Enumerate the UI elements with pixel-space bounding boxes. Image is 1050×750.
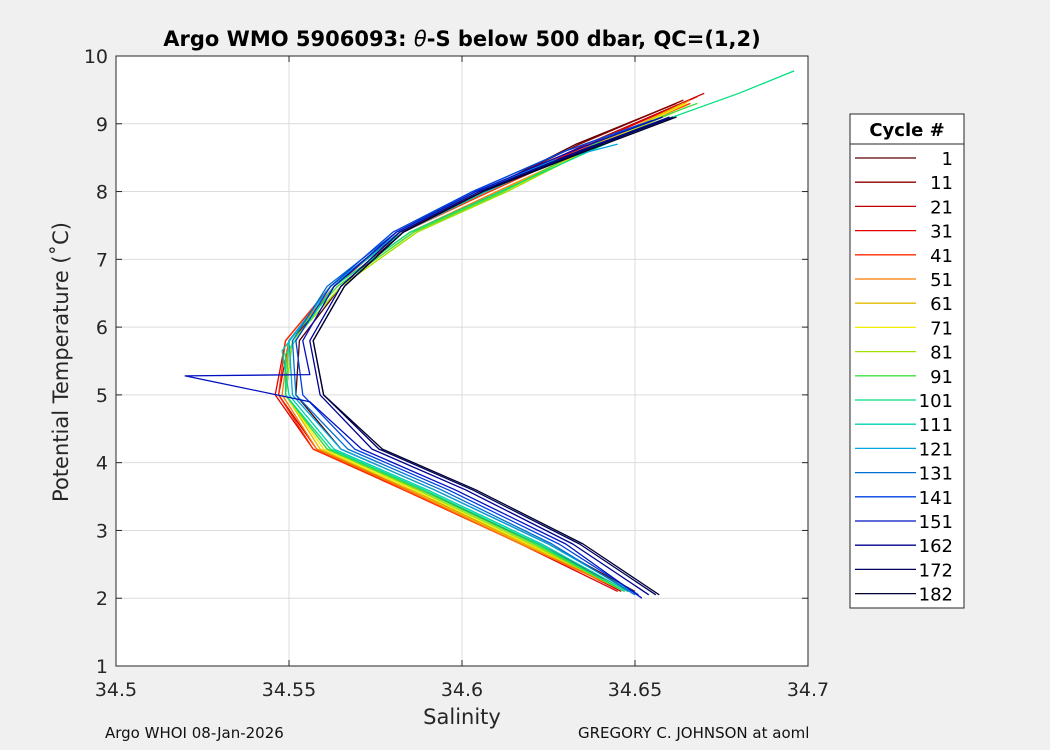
x-axis-label: Salinity [423, 705, 501, 729]
legend-label: 172 [919, 560, 953, 581]
legend-label: 81 [930, 343, 953, 364]
x-tick-label: 34.5 [95, 679, 137, 701]
y-tick-label: 9 [96, 114, 108, 136]
y-tick-label: 10 [84, 46, 108, 68]
x-tick-label: 34.65 [608, 679, 662, 701]
legend-label: 101 [919, 391, 953, 412]
y-tick-label: 6 [96, 317, 108, 339]
series-line-cycle-162 [309, 116, 670, 596]
legend-label: 141 [919, 488, 953, 509]
y-tick-label: 5 [96, 385, 108, 407]
y-tick-label: 8 [96, 182, 108, 204]
series-line-cycle-151 [184, 116, 663, 599]
x-tick-label: 34.6 [441, 679, 483, 701]
tick-labels: 34.5 34.55 34.6 34.65 34.7 1 2 3 4 5 6 7 8 9 10 [84, 46, 829, 701]
series-line-cycle-141 [295, 119, 653, 596]
y-tick-label: 3 [96, 520, 108, 542]
legend-label: 162 [919, 536, 953, 557]
chart-title-theta: θ [414, 27, 427, 51]
y-tick-label: 7 [96, 249, 108, 271]
legend-label: 151 [919, 512, 953, 533]
legend: Cycle # 11121314151617181911011111211311… [849, 113, 965, 609]
series-line-cycle-182 [312, 116, 677, 596]
x-tick-label: 34.7 [787, 679, 829, 701]
series-lines [184, 70, 795, 599]
y-tick-label: 4 [96, 453, 108, 475]
legend-label: 91 [930, 367, 953, 388]
legend-label: 182 [919, 585, 953, 606]
legend-label: 131 [919, 464, 953, 485]
y-axis-label: Potential Temperature (˚C) [49, 222, 73, 502]
x-tick-label: 34.55 [262, 679, 316, 701]
legend-label: 61 [930, 294, 953, 315]
chart-title: Argo WMO 5906093: θ-S below 500 dbar, QC… [163, 27, 760, 51]
legend-label: 51 [930, 270, 953, 291]
legend-label: 11 [930, 173, 953, 194]
legend-box [849, 113, 965, 609]
legend-label: 21 [930, 197, 953, 218]
chart-title-prefix: Argo WMO 5906093: [163, 27, 414, 51]
legend-title: Cycle # [869, 120, 944, 141]
legend-label: 1 [942, 149, 953, 170]
footer-right-credit: GREGORY C. JOHNSON at aoml [578, 724, 810, 742]
legend-label: 41 [930, 246, 953, 267]
legend-label: 71 [930, 318, 953, 339]
y-tick-label: 1 [96, 656, 108, 678]
footer-left-credit: Argo WHOI 08-Jan-2026 [105, 724, 284, 742]
y-tick-label: 2 [96, 588, 108, 610]
legend-label: 111 [919, 415, 953, 436]
legend-label: 121 [919, 439, 953, 460]
chart-title-suffix: -S below 500 dbar, QC=(1,2) [427, 27, 761, 51]
legend-label: 31 [930, 222, 953, 243]
legend-items: 1112131415161718191101111121131141151162… [855, 149, 953, 606]
